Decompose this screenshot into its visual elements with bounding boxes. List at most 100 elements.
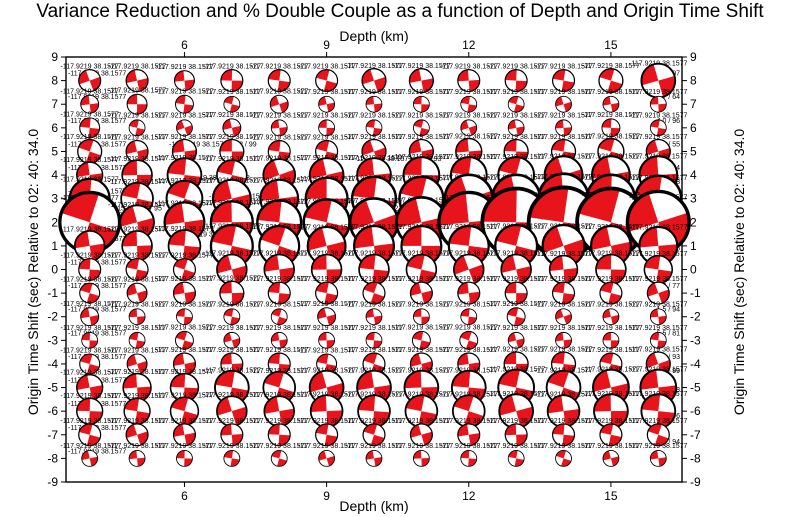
compressional-quadrant — [219, 139, 232, 152]
beachball-outline — [506, 307, 526, 327]
beachball — [412, 308, 430, 326]
compressional-quadrant — [404, 370, 422, 389]
y-tick-label-left: -1 — [47, 286, 58, 300]
beachball-outline — [598, 68, 624, 94]
beachball — [506, 307, 526, 327]
beachball — [317, 307, 337, 327]
beachball-marks: -117.9219 38.1577-117.9219 38.1577-117.9… — [58, 60, 691, 467]
beachball-label: -117.9219 38.1577 — [61, 301, 119, 308]
beachball-label: -117.9219 38.1577 — [250, 418, 308, 425]
beachball-outline — [365, 331, 383, 349]
compressional-quadrant — [134, 269, 148, 281]
compressional-quadrant — [468, 458, 477, 467]
compressional-quadrant — [184, 362, 196, 375]
y-tick-label-right: -7 — [690, 428, 701, 442]
compressional-quadrant — [412, 331, 424, 341]
y-tick-label-left: 1 — [51, 239, 58, 253]
compressional-quadrant — [504, 352, 517, 365]
beachball — [223, 308, 241, 326]
compressional-quadrant — [170, 373, 186, 388]
beachball-label: -117.9219 38.1577 — [487, 418, 545, 425]
compressional-quadrant — [601, 118, 612, 128]
beachball-label: -117.9219 38.1577 — [629, 276, 687, 283]
compressional-quadrant — [552, 423, 565, 435]
y-tick-label-left: 5 — [51, 144, 58, 158]
beachball — [646, 423, 670, 447]
compressional-quadrant — [174, 70, 185, 82]
compressional-quadrant — [220, 69, 233, 81]
compressional-quadrant — [644, 255, 661, 270]
beachball — [411, 330, 431, 350]
beachball — [126, 353, 148, 375]
beachball-label: -117.9219 38.1577 — [108, 369, 166, 376]
compressional-quadrant — [656, 269, 673, 284]
beachball — [78, 423, 102, 447]
beachball-outline — [362, 281, 386, 305]
beachball — [649, 331, 667, 349]
compressional-quadrant — [135, 411, 150, 425]
compressional-quadrant — [89, 103, 99, 114]
compressional-quadrant — [78, 258, 91, 270]
beachball-outline — [551, 69, 576, 93]
beachball-label: -117.9219 38.1577 — [534, 325, 592, 332]
beachball-label: -117.9219 38.1577 — [203, 301, 261, 308]
beachball-label: -117.9219 38.1577 — [487, 325, 545, 332]
compressional-quadrant — [135, 340, 145, 349]
compressional-quadrant — [595, 254, 612, 270]
y-tick-label-left: -8 — [47, 451, 58, 465]
compressional-quadrant — [563, 408, 580, 427]
compressional-quadrant — [89, 340, 98, 349]
compressional-quadrant — [366, 119, 376, 128]
compressional-quadrant — [315, 282, 329, 294]
compressional-quadrant — [373, 340, 382, 349]
beachball-outline — [125, 423, 149, 447]
beachball-label: -117.9219 38.1577 — [297, 325, 355, 332]
beachball-label: -117.9219 38.1577 — [392, 443, 450, 450]
beachball-outline — [602, 95, 620, 113]
beachball — [73, 230, 106, 262]
beachball-label: -117.9219 38.1577 — [203, 418, 261, 425]
beachball — [504, 281, 528, 305]
compressional-quadrant — [89, 315, 99, 326]
compressional-quadrant — [563, 268, 578, 284]
compressional-quadrant — [504, 139, 517, 152]
beachball-outline — [172, 423, 197, 447]
compressional-quadrant — [279, 267, 295, 285]
compressional-quadrant — [505, 423, 517, 436]
compressional-quadrant — [89, 456, 98, 467]
y-tick-label-left: 9 — [51, 50, 58, 64]
y-tick-label-left: -2 — [47, 310, 58, 324]
beachball — [507, 119, 525, 137]
compressional-quadrant — [121, 182, 141, 199]
beachball-outline — [222, 118, 242, 138]
compressional-quadrant — [457, 69, 469, 82]
y-tick-label-right: 1 — [690, 239, 697, 253]
beachball — [602, 449, 620, 467]
beachball — [223, 95, 241, 113]
compressional-quadrant — [222, 119, 232, 130]
compressional-quadrant — [277, 80, 291, 92]
beachball-label: -117.9219 38.1577 — [534, 112, 592, 119]
compressional-quadrant — [231, 80, 243, 92]
beachball-outline — [649, 331, 667, 349]
compressional-quadrant — [215, 370, 235, 388]
y-tick-label-right: -6 — [690, 404, 701, 418]
beachball-label: -117.9219 38.1577 — [108, 325, 166, 332]
x-tick-label-bottom: 15 — [604, 489, 618, 503]
y-tick-label-right: 2 — [690, 215, 697, 229]
compressional-quadrant — [529, 187, 569, 223]
beachball-outline — [125, 69, 149, 93]
beachball-outline — [223, 449, 241, 467]
compressional-quadrant — [324, 293, 338, 305]
beachball — [220, 69, 244, 93]
beachball — [640, 62, 677, 99]
left-annotation: -117.9219 38.1577 — [68, 448, 126, 455]
beachball — [601, 118, 621, 138]
beachball — [649, 119, 667, 137]
beachball-label: -117.9219 38.1577 — [108, 418, 166, 425]
beachball-label: -117.9219 38.1577 — [629, 301, 687, 308]
compressional-quadrant — [137, 386, 151, 402]
compressional-quadrant — [176, 308, 186, 317]
beachball — [365, 308, 383, 326]
beachball-label: -117.9219 38.1577 — [534, 418, 592, 425]
